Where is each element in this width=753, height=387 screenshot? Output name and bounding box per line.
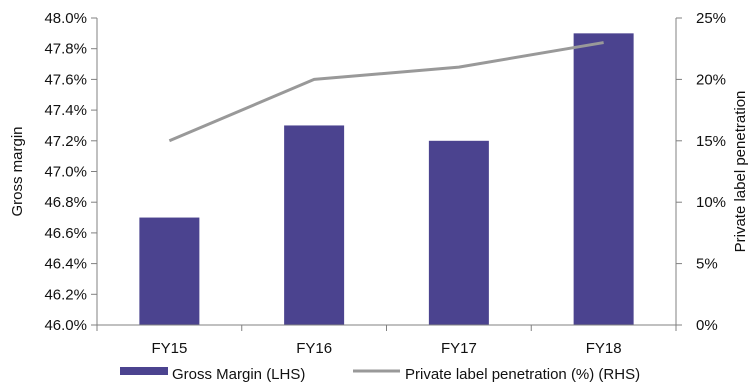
legend-bar-swatch	[120, 367, 168, 375]
right-tick-label: 0%	[696, 317, 718, 334]
right-tick-label: 5%	[696, 256, 718, 273]
x-axis-ticks: FY15 FY16 FY17 FY18	[96, 325, 677, 357]
left-axis-ticks: 46.0% 46.2% 46.4% 46.6% 46.8% 47.0% 47.2% 47.4%…	[44, 10, 97, 334]
y2-axis-title: Private label penetration	[732, 91, 749, 253]
left-tick-label: 48.0%	[44, 10, 87, 27]
line-private-label-penetration	[168, 41, 604, 143]
line-series	[168, 41, 604, 143]
x-tick-label: FY16	[296, 340, 332, 357]
bar-fy16	[284, 125, 345, 325]
bar-fy17	[428, 140, 489, 325]
legend: Gross Margin (LHS) Private label penetra…	[120, 366, 640, 383]
bar-fy15	[139, 217, 200, 325]
left-tick-label: 47.8%	[44, 41, 87, 58]
left-tick-label: 46.6%	[44, 225, 87, 242]
left-tick-label: 47.2%	[44, 133, 87, 150]
left-tick-label: 47.6%	[44, 71, 87, 88]
bar-series	[139, 33, 634, 325]
right-axis-ticks: 0% 5% 10% 15% 20% 25%	[676, 10, 726, 334]
y-axis-title: Gross margin	[9, 126, 26, 216]
left-tick-label: 46.2%	[44, 286, 87, 303]
left-tick-label: 47.4%	[44, 102, 87, 119]
legend-bar-label: Gross Margin (LHS)	[172, 366, 305, 383]
left-tick-label: 46.0%	[44, 317, 87, 334]
left-tick-label: 46.4%	[44, 256, 87, 273]
right-tick-label: 20%	[696, 71, 726, 88]
x-tick-label: FY17	[441, 340, 477, 357]
x-tick-label: FY18	[586, 340, 622, 357]
bar-fy18	[573, 33, 634, 325]
right-tick-label: 25%	[696, 10, 726, 27]
right-tick-label: 15%	[696, 133, 726, 150]
right-tick-label: 10%	[696, 194, 726, 211]
left-tick-label: 47.0%	[44, 164, 87, 181]
legend-line-label: Private label penetration (%) (RHS)	[405, 366, 640, 383]
x-tick-label: FY15	[151, 340, 187, 357]
left-tick-label: 46.8%	[44, 194, 87, 211]
